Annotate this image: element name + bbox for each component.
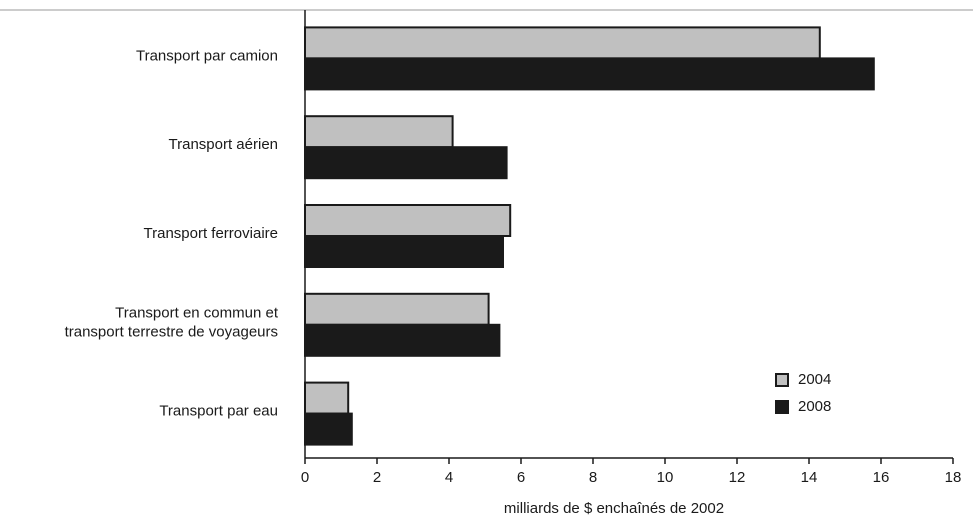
- x-tick-label: 10: [657, 469, 674, 486]
- x-tick-label: 12: [729, 469, 746, 486]
- bar: [304, 204, 512, 237]
- x-tick-label: 14: [801, 469, 818, 486]
- legend-swatch: [775, 373, 789, 387]
- bar: [304, 115, 454, 149]
- x-tick-label: 6: [517, 469, 525, 486]
- bar: [304, 292, 490, 326]
- legend-label: 2008: [798, 398, 831, 415]
- legend-swatch: [775, 400, 789, 414]
- bar: [304, 412, 353, 446]
- category-label: Transport par camion: [136, 47, 278, 64]
- bar: [304, 146, 508, 180]
- x-axis-title: milliards de $ enchaînés de 2002: [504, 500, 724, 517]
- category-label: Transport par eau: [159, 403, 278, 420]
- category-label: Transport ferroviaire: [144, 225, 279, 242]
- x-tick-label: 2: [373, 469, 381, 486]
- bar: [304, 323, 501, 357]
- category-label: Transport aérien: [169, 136, 279, 153]
- legend-label: 2004: [798, 371, 831, 388]
- category-label: Transport en commun et transport terrestr…: [65, 304, 279, 340]
- x-tick-label: 18: [945, 469, 962, 486]
- x-tick-label: 8: [589, 469, 597, 486]
- bar: [304, 381, 350, 415]
- x-tick-label: 16: [873, 469, 890, 486]
- bar: [304, 235, 504, 268]
- bar: [304, 26, 821, 60]
- bar: [304, 57, 875, 91]
- x-tick-label: 4: [445, 469, 453, 486]
- x-tick-label: 0: [301, 469, 309, 486]
